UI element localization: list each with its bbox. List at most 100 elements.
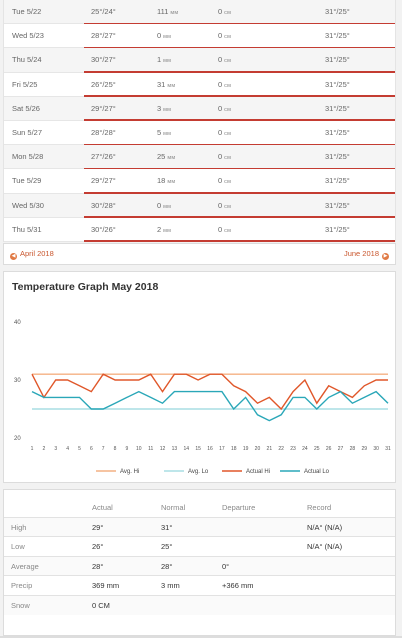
row-date: Thu 5/31 [12,224,42,234]
stats-departure: 0° [222,561,230,571]
x-tick-label: 1 [31,446,34,452]
x-tick-label: 15 [195,446,201,452]
stats-row-high: High 29° 31° N/A° (N/A) [4,517,395,537]
x-tick-label: 12 [160,446,166,452]
col-header-record: Record [307,503,332,512]
page-footer-edge [0,636,402,638]
row-date: Sat 5/26 [12,103,40,113]
x-tick-label: 25 [314,446,320,452]
row-precip: 5 мм [157,127,172,137]
legend-entry: Actual Lo [304,469,330,475]
row-precip: 111 мм [157,7,179,16]
row-date: Wed 5/30 [12,200,44,210]
col-header-actual: Actual [92,503,113,512]
x-tick-label: 28 [350,446,356,452]
x-tick-label: 18 [231,446,237,452]
stats-header-row: Actual Normal Departure Record [4,498,395,518]
stats-normal: 25° [161,542,173,551]
row-date: Wed 5/23 [12,31,44,41]
row-temperature: 30°/28° [91,200,116,210]
x-tick-label: 4 [66,446,69,452]
stats-normal: 28° [161,561,173,571]
row-date: Thu 5/24 [12,55,42,65]
x-tick-label: 3 [54,446,57,452]
row-normal-temp: 31°/25° [325,200,350,210]
x-tick-label: 8 [114,446,117,452]
x-tick-label: 20 [255,446,261,452]
y-tick-label: 20 [14,436,21,442]
row-normal-temp: 31°/25° [325,176,350,186]
prev-month-link[interactable]: ◀ April 2018 [10,244,54,264]
stats-row-label: Low [11,542,25,551]
stats-actual: 0 CM [92,600,110,610]
stats-row-label: Precip [11,581,33,590]
row-snow: 0 см [218,7,232,16]
stats-row-precip: Precip 369 mm 3 mm +366 mm [4,576,395,596]
x-tick-label: 31 [385,446,391,452]
series-line-actual-hi [31,373,388,411]
stats-record: N/A° (N/A) [307,542,343,551]
table-row: Thu 5/24 30°/27° 1 мм 0 см 31°/25° [4,48,395,73]
x-tick-label: 7 [102,446,105,452]
series-line-actual-lo [31,390,389,422]
table-row: Fri 5/25 26°/25° 31 мм 0 см 31°/25° [4,73,395,97]
table-row: Tue 5/29 29°/27° 18 мм 0 см 31°/25° [4,169,395,194]
x-tick-label: 17 [219,446,225,452]
row-precip: 2 мм [157,224,172,234]
x-tick-label: 21 [267,446,273,452]
stats-record: N/A° (N/A) [307,522,343,532]
table-row: Sat 5/26 29°/27° 3 мм 0 см 31°/25° [4,96,395,121]
x-tick-label: 11 [148,446,153,452]
stats-row-average: Average 28° 28° 0° [4,556,395,576]
row-normal-temp: 31°/25° [325,152,350,162]
x-tick-label: 26 [326,446,332,452]
row-snow: 0 см [218,31,232,41]
row-precip: 0 мм [157,31,172,41]
stats-actual: 369 mm [92,581,120,590]
col-header-normal: Normal [161,503,186,512]
row-normal-temp: 31°/25° [325,31,350,41]
row-date: Mon 5/28 [12,152,44,162]
stats-normal: 3 mm [161,581,180,590]
stats-row-label: Average [11,561,39,571]
legend-entry: Avg. Lo [188,469,209,475]
row-normal-temp: 31°/25° [325,79,350,89]
row-snow: 0 см [218,79,232,89]
row-precip: 3 мм [157,103,172,113]
y-tick-label: 40 [14,320,21,326]
table-row: Wed 5/23 28°/27° 0 мм 0 см 31°/25° [4,24,395,49]
x-tick-label: 5 [78,446,81,452]
row-temperature: 29°/27° [91,103,116,113]
chevron-left-icon: ◀ [10,253,17,260]
next-month-link[interactable]: June 2018 ▶ [344,244,389,264]
row-temperature: 26°/25° [91,79,116,89]
row-snow: 0 см [218,127,232,137]
x-tick-label: 13 [172,446,178,452]
stats-row-low: Low 26° 25° N/A° (N/A) [4,537,395,557]
x-tick-label: 19 [243,446,249,452]
temperature-graph-panel: Temperature Graph May 2018 20 30 40 1 2 3 4 5 6 7… [3,271,396,483]
row-temperature: 30°/27° [91,55,116,65]
stats-actual: 28° [92,561,104,571]
x-tick-label: 23 [290,446,296,452]
table-row: Wed 5/30 30°/28° 0 мм 0 см 31°/25° [4,193,395,218]
row-snow: 0 см [218,103,232,113]
row-temperature: 25°/24° [91,7,116,16]
x-tick-label: 29 [361,446,367,452]
x-tick-label: 27 [338,446,344,452]
daily-table: Tue 5/22 25°/24° 111 мм 0 см 31°/25° Wed 5/23 28… [3,0,396,242]
row-normal-temp: 31°/25° [325,55,350,65]
row-date: Tue 5/22 [12,7,42,16]
row-precip: 25 мм [157,152,176,162]
graph-title: Temperature Graph May 2018 [12,281,159,293]
stats-normal: 31° [161,522,173,532]
next-month-label: June 2018 [343,249,379,258]
row-normal-temp: 31°/25° [325,127,350,137]
row-precip: 0 мм [157,200,172,210]
row-snow: 0 см [218,55,232,65]
row-temperature: 30°/26° [91,224,116,234]
x-tick-label: 14 [183,446,189,452]
row-precip: 31 мм [157,79,176,89]
row-date: Tue 5/29 [12,176,42,186]
